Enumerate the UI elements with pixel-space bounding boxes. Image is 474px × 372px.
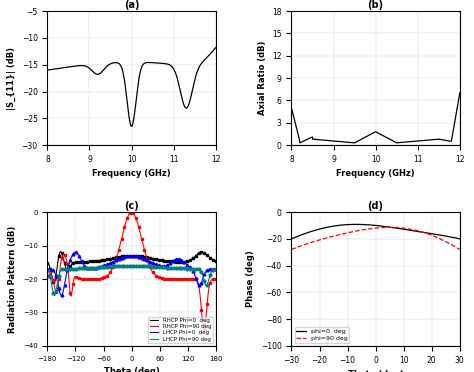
phi=90 deg (299, 243, 304, 248)
RHCP Phi=0  deg (58, 250, 64, 254)
phi=90 deg (333, 233, 339, 238)
phi=0  deg (449, 235, 455, 240)
Legend: RHCP Phi=0  deg, RHCP Phi=90 deg, LHCP Phi=0  deg, LHCP Phi=90 deg: RHCP Phi=0 deg, RHCP Phi=90 deg, LHCP Ph… (148, 317, 213, 343)
LHCP Phi=0  deg (137, 255, 142, 259)
X-axis label: Frequency (GHz): Frequency (GHz) (337, 169, 415, 178)
phi=90 deg (443, 240, 449, 244)
Title: (a): (a) (124, 0, 139, 10)
RHCP Phi=0  deg (51, 281, 57, 285)
Line: LHCP Phi=0  deg: LHCP Phi=0 deg (47, 252, 216, 295)
LHCP Phi=0  deg (213, 267, 219, 271)
Title: (b): (b) (367, 0, 383, 10)
X-axis label: Theta (deg): Theta (deg) (104, 367, 159, 372)
Title: (c): (c) (124, 201, 139, 211)
RHCP Phi=90 deg (201, 327, 207, 331)
LHCP Phi=90 deg (125, 263, 130, 268)
LHCP Phi=0  deg (125, 254, 131, 258)
phi=0  deg (299, 232, 304, 237)
phi=0  deg (457, 237, 463, 241)
LHCP Phi=0  deg (58, 293, 64, 298)
LHCP Phi=90 deg (128, 263, 134, 268)
Title: (d): (d) (368, 201, 383, 211)
LHCP Phi=90 deg (137, 263, 142, 268)
RHCP Phi=90 deg (128, 210, 134, 214)
LHCP Phi=90 deg (126, 263, 132, 268)
RHCP Phi=0  deg (210, 257, 215, 262)
phi=0  deg (289, 237, 294, 241)
LHCP Phi=90 deg (146, 264, 151, 269)
RHCP Phi=90 deg (183, 277, 189, 281)
LHCP Phi=90 deg (45, 267, 50, 272)
LHCP Phi=90 deg (52, 294, 57, 298)
RHCP Phi=0  deg (137, 254, 142, 258)
RHCP Phi=0  deg (146, 255, 151, 260)
RHCP Phi=90 deg (145, 260, 151, 264)
phi=0  deg (353, 222, 359, 227)
phi=90 deg (387, 225, 392, 230)
X-axis label: Theta (deg): Theta (deg) (348, 370, 403, 372)
Y-axis label: Phase (deg): Phase (deg) (246, 251, 255, 307)
LHCP Phi=0  deg (146, 259, 151, 263)
RHCP Phi=0  deg (45, 260, 50, 265)
phi=90 deg (449, 243, 455, 247)
Line: phi=90 deg: phi=90 deg (292, 227, 460, 250)
RHCP Phi=90 deg (136, 225, 142, 230)
RHCP Phi=0  deg (125, 253, 131, 258)
RHCP Phi=90 deg (213, 277, 219, 281)
X-axis label: Frequency (GHz): Frequency (GHz) (92, 169, 171, 178)
RHCP Phi=90 deg (125, 216, 130, 220)
LHCP Phi=0  deg (45, 267, 50, 271)
phi=0  deg (295, 234, 301, 238)
LHCP Phi=90 deg (183, 266, 189, 271)
phi=90 deg (289, 247, 294, 252)
RHCP Phi=90 deg (45, 274, 50, 279)
phi=0  deg (443, 234, 449, 238)
Y-axis label: |S_{11}| (dB): |S_{11}| (dB) (7, 46, 16, 110)
RHCP Phi=0  deg (183, 259, 189, 264)
Line: phi=0  deg: phi=0 deg (292, 224, 460, 239)
phi=90 deg (295, 245, 301, 249)
RHCP Phi=0  deg (213, 259, 219, 263)
LHCP Phi=0  deg (73, 250, 78, 254)
phi=0  deg (320, 226, 326, 231)
Y-axis label: Axial Ratio (dB): Axial Ratio (dB) (257, 41, 266, 115)
Line: RHCP Phi=90 deg: RHCP Phi=90 deg (47, 212, 216, 329)
RHCP Phi=90 deg (126, 213, 131, 218)
LHCP Phi=0  deg (210, 267, 215, 271)
RHCP Phi=0  deg (126, 253, 132, 258)
Line: RHCP Phi=0  deg: RHCP Phi=0 deg (47, 252, 216, 283)
Y-axis label: Radiation Pattern (dB): Radiation Pattern (dB) (8, 225, 17, 333)
LHCP Phi=0  deg (126, 253, 132, 258)
Legend: phi=0  deg, phi=90 deg: phi=0 deg, phi=90 deg (294, 327, 349, 343)
phi=90 deg (320, 237, 326, 241)
phi=90 deg (457, 247, 463, 252)
LHCP Phi=0  deg (183, 262, 189, 266)
RHCP Phi=90 deg (210, 277, 215, 282)
LHCP Phi=90 deg (213, 267, 219, 271)
LHCP Phi=90 deg (210, 268, 215, 272)
phi=0  deg (333, 224, 339, 228)
Line: LHCP Phi=90 deg: LHCP Phi=90 deg (47, 266, 216, 296)
